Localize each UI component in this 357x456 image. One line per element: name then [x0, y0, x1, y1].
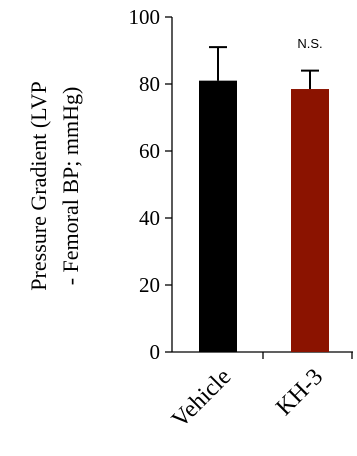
y-tick-label: 40: [139, 206, 160, 230]
y-tick-label: 80: [139, 72, 160, 96]
y-axis-title: Pressure Gradient (LVP - Femoral BP; mmH…: [26, 81, 83, 290]
bars: [199, 80, 329, 353]
category-label: Vehicle: [167, 364, 236, 433]
bar-kh-3: [291, 89, 329, 353]
y-axis-title-line2: - Femoral BP; mmHg): [58, 87, 83, 286]
y-tick-label: 20: [139, 273, 160, 297]
annotation-ns: N.S.: [297, 36, 322, 51]
error-bars: [209, 46, 319, 90]
bar-vehicle: [199, 80, 237, 353]
category-label: KH-3: [271, 364, 328, 421]
annotations: N.S.: [297, 36, 322, 51]
y-axis: 0 20 40 60 80 100: [129, 5, 173, 364]
y-tick-label: 60: [139, 139, 160, 163]
y-tick-label: 0: [150, 340, 161, 364]
x-axis: [172, 351, 353, 359]
y-tick-label: 100: [129, 5, 161, 29]
category-labels: Vehicle KH-3: [167, 364, 328, 433]
y-axis-title-line1: Pressure Gradient (LVP: [26, 81, 51, 290]
